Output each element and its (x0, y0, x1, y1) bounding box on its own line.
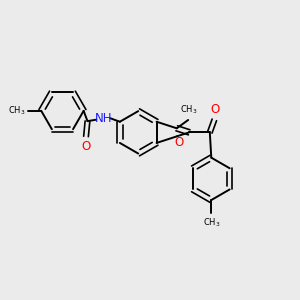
Text: NH: NH (95, 112, 112, 125)
Text: O: O (175, 136, 184, 149)
Text: O: O (211, 103, 220, 116)
Text: O: O (81, 140, 91, 153)
Text: CH$_3$: CH$_3$ (202, 216, 220, 229)
Text: CH$_3$: CH$_3$ (8, 105, 25, 117)
Text: CH$_3$: CH$_3$ (180, 104, 197, 116)
